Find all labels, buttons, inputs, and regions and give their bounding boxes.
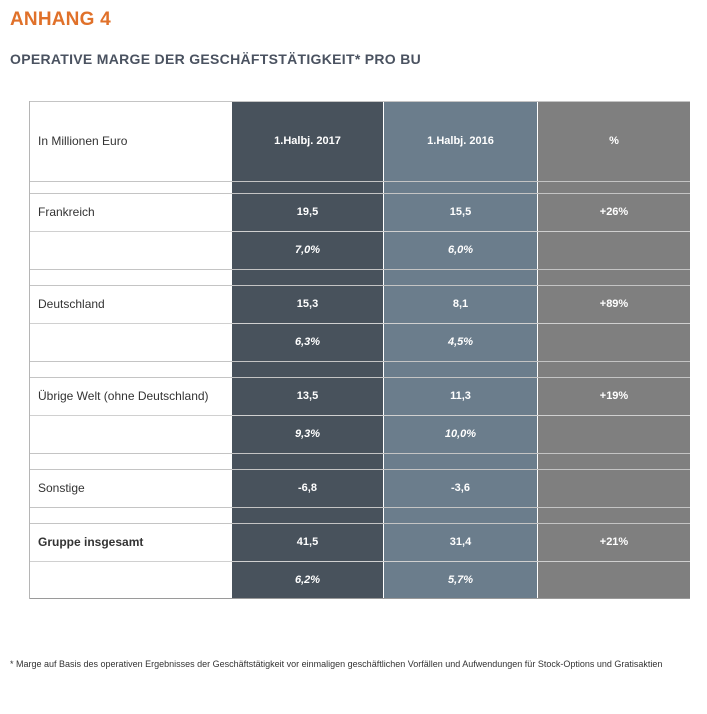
value-2017: 15,3 (232, 285, 383, 323)
value-2016: 10,0% (384, 415, 537, 453)
table-row-total: Gruppe insgesamt 41,5 31,4 +21% (30, 523, 690, 561)
table-row: 7,0% 6,0% (30, 231, 690, 269)
row-label: Sonstige (38, 481, 85, 495)
row-divider (30, 361, 690, 362)
table-top-border (30, 101, 690, 102)
row-label (30, 323, 232, 361)
value-2017: -6,8 (232, 469, 383, 507)
value-percent: +89% (538, 285, 690, 323)
table-row: Deutschland 15,3 8,1 +89% (30, 285, 690, 323)
table-row: Sonstige -6,8 -3,6 (30, 469, 690, 507)
value-percent: +26% (538, 193, 690, 231)
table-row: 9,3% 10,0% (30, 415, 690, 453)
row-divider (30, 415, 690, 416)
row-divider (30, 523, 690, 524)
value-percent (538, 415, 690, 453)
value-2016: 6,0% (384, 231, 537, 269)
row-divider (30, 507, 690, 508)
table-title: OPERATIVE MARGE DER GESCHÄFTSTÄTIGKEIT* … (10, 51, 422, 67)
header-unit-label: In Millionen Euro (38, 134, 128, 148)
value-percent: +21% (538, 523, 690, 561)
row-divider (30, 193, 690, 194)
value-2017: 41,5 (232, 523, 383, 561)
row-label: Deutschland (38, 297, 105, 311)
row-divider (30, 231, 690, 232)
value-percent (538, 561, 690, 599)
value-2016: 4,5% (384, 323, 537, 361)
spacer-row (30, 507, 690, 523)
table-row: 6,3% 4,5% (30, 323, 690, 361)
row-divider (30, 323, 690, 324)
table-row: Übrige Welt (ohne Deutschland) 13,5 11,3… (30, 377, 690, 415)
row-divider (30, 469, 690, 470)
value-2017: 7,0% (232, 231, 383, 269)
header-2017: 1.Halbj. 2017 (232, 101, 383, 181)
header-percent: % (538, 101, 690, 181)
row-label (30, 231, 232, 269)
row-label: Frankreich (38, 205, 95, 219)
value-2017: 9,3% (232, 415, 383, 453)
value-2016: 5,7% (384, 561, 537, 599)
value-2017: 6,3% (232, 323, 383, 361)
row-divider (30, 561, 690, 562)
table-row: Frankreich 19,5 15,5 +26% (30, 193, 690, 231)
value-2016: -3,6 (384, 469, 537, 507)
table-header-row: In Millionen Euro 1.Halbj. 2017 1.Halbj.… (30, 101, 690, 181)
table-row: 6,2% 5,7% (30, 561, 690, 599)
row-label: Gruppe insgesamt (38, 535, 144, 549)
table-bottom-border (30, 598, 690, 599)
value-percent: +19% (538, 377, 690, 415)
row-divider (30, 377, 690, 378)
row-label (30, 415, 232, 453)
row-divider (30, 285, 690, 286)
value-2017: 6,2% (232, 561, 383, 599)
margin-table: In Millionen Euro 1.Halbj. 2017 1.Halbj.… (29, 101, 690, 599)
spacer-row (30, 361, 690, 377)
spacer-row (30, 269, 690, 285)
spacer-row (30, 181, 690, 193)
row-divider (30, 453, 690, 454)
value-percent (538, 469, 690, 507)
value-percent (538, 323, 690, 361)
footnote: * Marge auf Basis des operativen Ergebni… (10, 659, 663, 669)
row-divider (30, 181, 690, 182)
header-2016: 1.Halbj. 2016 (384, 101, 537, 181)
value-2016: 15,5 (384, 193, 537, 231)
appendix-heading: ANHANG 4 (10, 9, 111, 30)
row-label: Übrige Welt (ohne Deutschland) (38, 389, 209, 403)
value-2016: 8,1 (384, 285, 537, 323)
spacer-row (30, 453, 690, 469)
value-2017: 19,5 (232, 193, 383, 231)
value-percent (538, 231, 690, 269)
value-2017: 13,5 (232, 377, 383, 415)
value-2016: 11,3 (384, 377, 537, 415)
row-divider (30, 269, 690, 270)
value-2016: 31,4 (384, 523, 537, 561)
row-label (30, 561, 232, 599)
